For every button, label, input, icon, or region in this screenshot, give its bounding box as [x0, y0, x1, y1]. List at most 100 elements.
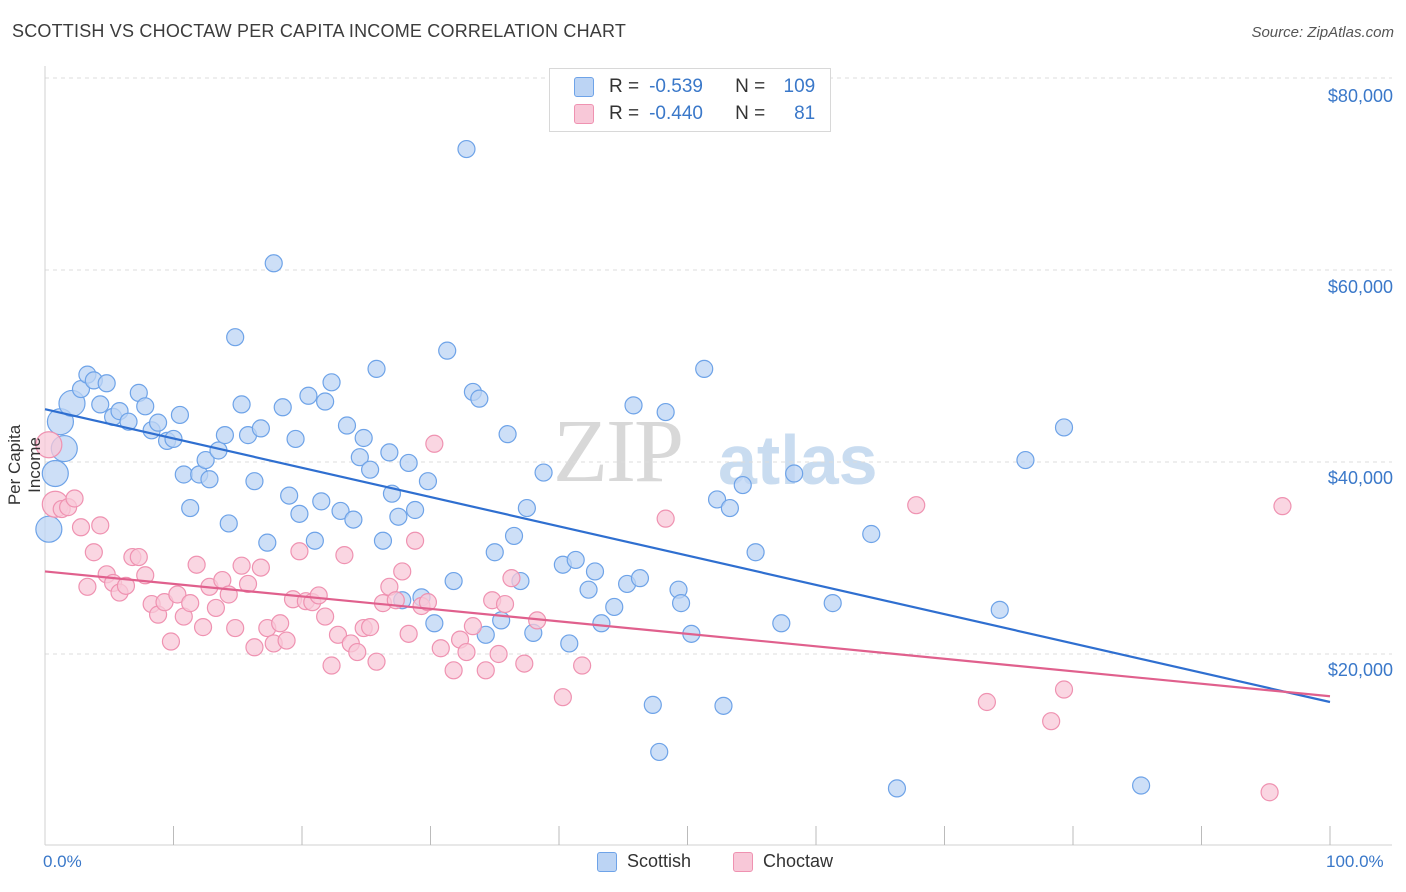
scottish-point [517, 498, 536, 518]
choctaw-point [71, 518, 91, 537]
choctaw-point [238, 574, 258, 594]
scottish-point [148, 413, 168, 432]
scottish-point [990, 600, 1009, 619]
scottish-point [476, 625, 495, 644]
scottish-point [746, 543, 765, 562]
choctaw-point [444, 661, 463, 680]
choctaw-point [193, 618, 213, 637]
choctaw-point [271, 614, 290, 633]
choctaw-point [1042, 712, 1061, 731]
choctaw-legend-label: Choctaw [763, 851, 834, 871]
choctaw-r-label: R = [609, 103, 640, 124]
scottish-point [585, 562, 605, 581]
scottish-point [1132, 776, 1151, 795]
scottish-point [389, 507, 408, 526]
choctaw-point [489, 644, 508, 664]
scottish-point [470, 389, 489, 408]
choctaw-n-label: N = [735, 103, 766, 124]
scottish-point [733, 475, 752, 495]
choctaw-point [361, 618, 380, 637]
scottish-point [174, 465, 193, 484]
scottish-point [534, 463, 553, 482]
scottish-point [425, 614, 444, 633]
scottish-point [438, 341, 457, 360]
choctaw-point [290, 542, 309, 561]
scottish-trend-line [44, 408, 1331, 704]
scottish-point [399, 453, 418, 473]
choctaw-r-value: -0.440 [649, 103, 703, 124]
scottish-point [504, 526, 524, 546]
scottish-r-label: R = [609, 76, 640, 97]
scottish-point [322, 373, 341, 392]
y-tick-label-80000: $80,000 [1327, 86, 1393, 106]
scottish-point [196, 450, 215, 470]
scottish-point [862, 524, 881, 544]
scottish-point [119, 412, 138, 431]
choctaw-point [1273, 497, 1292, 516]
scottish-point [41, 459, 69, 488]
scottish-point [280, 486, 299, 505]
choctaw-point [251, 558, 270, 577]
scottish-point [566, 550, 585, 570]
scottish-point [245, 472, 264, 491]
scottish-point [136, 397, 155, 416]
choctaw-point [65, 489, 84, 508]
choctaw-point [977, 692, 997, 712]
scottish-point [624, 396, 643, 415]
choctaw-point [367, 652, 386, 671]
scottish-point [380, 443, 399, 462]
scottish-point [592, 614, 611, 633]
scottish-legend-label: Scottish [627, 851, 692, 871]
choctaw-swatch [574, 104, 594, 124]
scottish-point [498, 425, 517, 444]
choctaw-point [502, 569, 521, 588]
choctaw-point [35, 431, 63, 459]
scottish-point [354, 428, 373, 448]
choctaw-point [161, 632, 181, 651]
x-tick-label-max: 100.0% [1326, 852, 1384, 871]
legend-row-choctaw: R = -0.440 N = 81 [574, 103, 815, 125]
scottish-point [579, 580, 598, 599]
scottish-point [720, 498, 740, 518]
scottish-n-value: 109 [783, 76, 816, 97]
scottish-point [200, 470, 219, 489]
scottish-point [714, 696, 733, 715]
choctaw-n-value: 81 [794, 103, 816, 124]
choctaw-point [553, 688, 572, 707]
choctaw-point [476, 661, 495, 680]
choctaw-point [206, 598, 226, 618]
scottish-point [361, 460, 380, 479]
scottish-point [1054, 418, 1074, 437]
scottish-point [605, 597, 624, 617]
scottish-point [418, 472, 438, 491]
choctaw-point [1260, 783, 1279, 802]
scottish-point [273, 398, 292, 417]
choctaw-point [277, 631, 296, 650]
scottish-point [97, 374, 116, 393]
scottish-point [656, 402, 675, 422]
scottish-n-label: N = [735, 76, 766, 97]
scottish-point [91, 395, 110, 414]
choctaw-point [907, 496, 926, 515]
choctaw-point [309, 586, 328, 605]
scottish-point [643, 695, 662, 714]
scottish-point [312, 492, 331, 511]
choctaw-point [91, 516, 110, 535]
scottish-point [219, 514, 238, 533]
scottish-point [650, 742, 669, 762]
choctaw-point [187, 555, 206, 574]
scottish-point [258, 533, 277, 552]
scottish-point [560, 634, 579, 653]
bottom-legend-choctaw: Choctaw [733, 851, 833, 872]
choctaw-point [425, 434, 444, 453]
scottish-point [316, 392, 335, 411]
scottish-legend-swatch [597, 851, 617, 872]
scottish-point [785, 464, 804, 483]
correlation-legend: R = -0.539 N = 109 R = -0.440 N = 81 [549, 68, 831, 132]
choctaw-point [116, 576, 136, 595]
scottish-point [344, 510, 363, 529]
choctaw-point [348, 642, 367, 662]
choctaw-point [463, 617, 483, 636]
scottish-point [405, 500, 425, 520]
bottom-legend-scottish: Scottish [597, 851, 691, 872]
